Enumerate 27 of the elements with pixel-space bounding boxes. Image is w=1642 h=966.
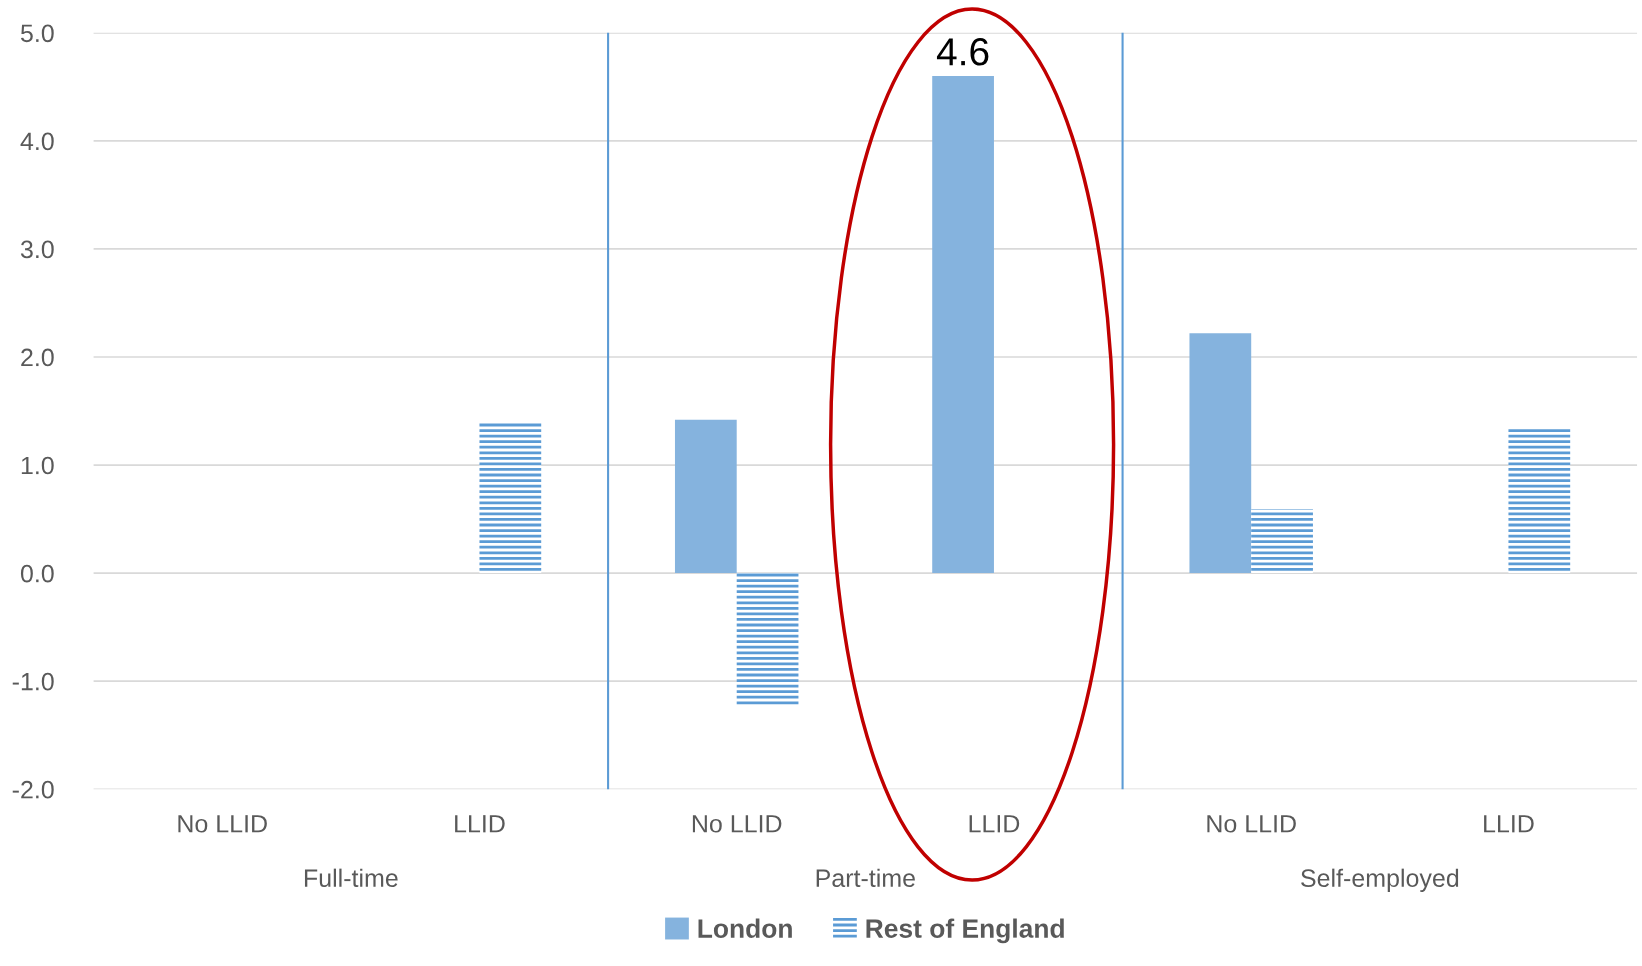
text: Part-time (816, 868, 915, 887)
bar (1251, 509, 1313, 574)
y-tick-label: 2.0 (21, 348, 54, 367)
legend-label: Rest of England (866, 918, 1064, 944)
x-tick-label: No LLID (1207, 815, 1296, 833)
x-tick-label: No LLID (178, 815, 267, 833)
y-tick-label: 1.0 (21, 456, 54, 475)
text: Self-employed (1301, 868, 1459, 892)
y-tick-label: -1.0 (12, 672, 54, 691)
bar (1189, 333, 1252, 574)
bar (1508, 428, 1571, 574)
y-tick-label: 0.0 (20, 564, 54, 583)
x-tick-label: LLID (455, 815, 505, 833)
y-tick-label: 3.0 (20, 240, 54, 259)
bar (736, 573, 799, 708)
text: Full-time (304, 868, 398, 887)
x-tick-label: LLID (969, 815, 1020, 833)
y-tick-label: 5.0 (20, 24, 54, 43)
x-tick-label: No LLID (692, 815, 782, 833)
legend-label: London (698, 918, 792, 938)
y-tick-label: -2.0 (12, 780, 54, 799)
bar (674, 419, 737, 574)
data-label: 4.6 (936, 38, 989, 66)
y-tick-label: 4.0 (20, 132, 54, 151)
bar (479, 422, 542, 574)
bar (932, 76, 994, 574)
x-tick-label: LLID (1484, 815, 1534, 833)
